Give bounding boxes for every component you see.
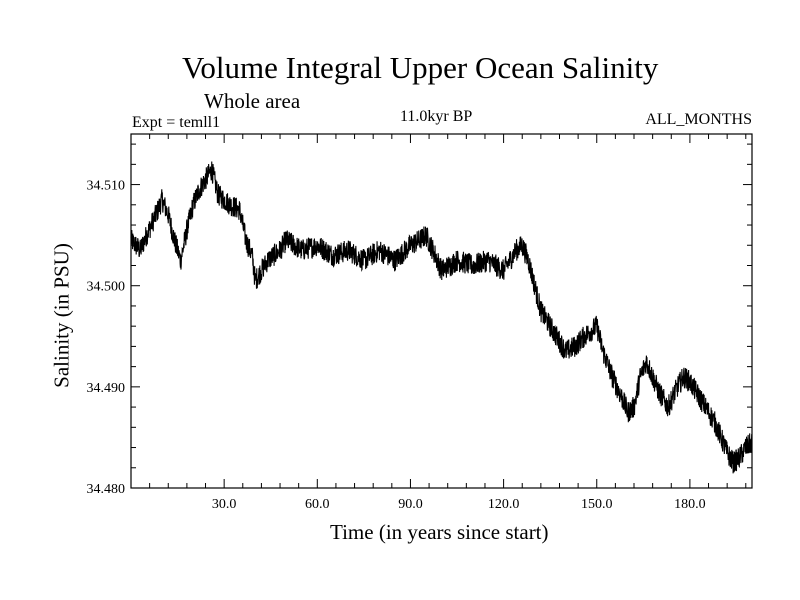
chart-title: Volume Integral Upper Ocean Salinity [182,50,659,85]
y-tick-label: 34.500 [87,280,126,295]
axis-ticks [131,134,752,488]
tick-labels: 30.0 60.0 90.0 120.0 150.0 180.0 34.480 34.490 3… [87,179,706,512]
series-group [130,161,753,474]
x-tick-label: 60.0 [305,497,330,512]
y-tick-label: 34.490 [87,381,126,396]
x-tick-label: 120.0 [488,497,520,512]
x-tick-label: 180.0 [674,497,706,512]
x-tick-label: 30.0 [212,497,237,512]
x-tick-label: 150.0 [581,497,613,512]
y-tick-label: 34.510 [87,179,126,194]
x-axis-label: Time (in years since start) [330,520,549,544]
y-tick-label: 34.480 [87,482,126,497]
period-label: 11.0kyr BP [400,108,473,125]
series-line-salinity [130,161,753,474]
experiment-label: Expt = temll1 [132,114,221,131]
x-tick-label: 90.0 [398,497,423,512]
plot-frame [130,133,753,489]
chart-subtitle: Whole area [204,89,301,113]
months-label: ALL_MONTHS [645,111,752,128]
